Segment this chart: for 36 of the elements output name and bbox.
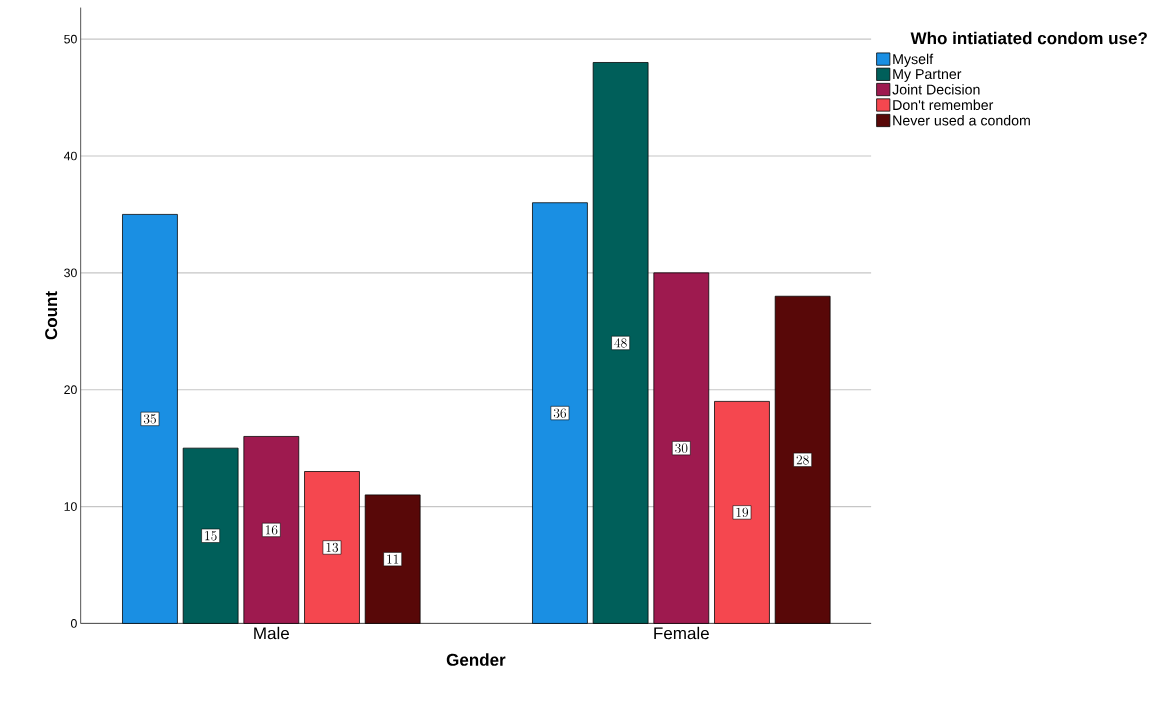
bar <box>182 447 239 624</box>
y-tick-label: 40 <box>63 151 77 161</box>
bar <box>774 295 831 624</box>
data-label: 11 <box>387 554 399 564</box>
bar <box>364 494 421 624</box>
bar <box>653 272 710 624</box>
x-axis-title: Gender <box>446 653 506 666</box>
legend-label: Don't remember <box>893 99 994 111</box>
legend-label: Myself <box>893 53 934 68</box>
bar <box>304 471 360 624</box>
x-tick-label: Female <box>654 626 709 640</box>
legend-label: Never used a condom <box>893 115 1030 126</box>
bar <box>122 214 178 624</box>
data-label: 13 <box>326 542 339 553</box>
data-label: 48 <box>614 338 627 348</box>
bar <box>714 401 770 624</box>
x-tick-label: Male <box>254 626 289 640</box>
data-label: 28 <box>796 455 809 465</box>
bar <box>592 62 649 624</box>
legend-label: Joint Decision <box>892 84 980 95</box>
y-axis-title: Count <box>45 291 58 340</box>
data-label: 35 <box>143 414 156 424</box>
y-tick-label: 20 <box>64 385 77 395</box>
y-tick-label: 10 <box>64 502 77 511</box>
data-label: 19 <box>736 507 749 518</box>
legend-title: Who intiatiated condom use? <box>910 31 1147 45</box>
y-tick-label: 0 <box>70 619 77 628</box>
data-label: 16 <box>265 525 278 535</box>
y-tick-label: 30 <box>64 268 77 278</box>
bar <box>243 436 300 624</box>
y-tick-label: 50 <box>64 34 77 44</box>
data-label: 36 <box>553 408 567 418</box>
data-label: 30 <box>675 443 688 453</box>
data-label: 15 <box>205 531 217 541</box>
bar <box>532 202 588 624</box>
legend-label: My Partner <box>893 69 962 82</box>
